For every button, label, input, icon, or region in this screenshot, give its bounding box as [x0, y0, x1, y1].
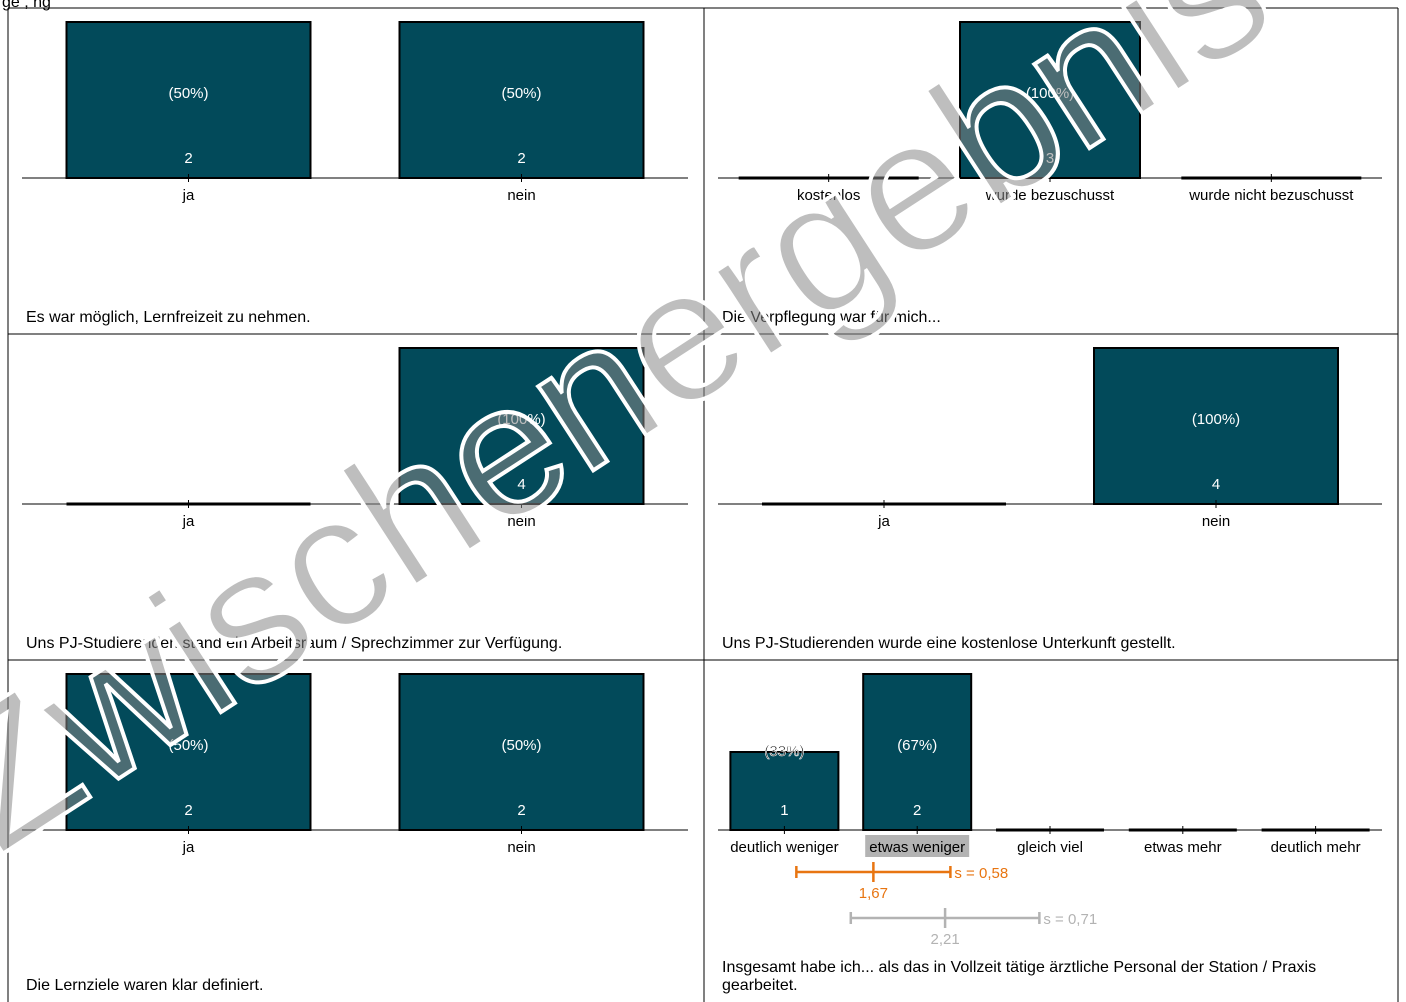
chart-caption: Uns PJ-Studierenden stand ein Arbeitsrau… — [26, 635, 562, 652]
chart-panel-6: (33%) 1 deutlich weniger (67%) 2 etwas wenige… — [718, 673, 1382, 994]
category-label: nein — [507, 513, 535, 530]
bar-count-label: 3 — [1046, 150, 1054, 167]
chart-caption: Insgesamt habe ich... als das in Vollzei… — [722, 959, 1316, 994]
bar-percent-label: (67%) — [897, 737, 937, 754]
category-label: deutlich weniger — [730, 839, 838, 856]
bar-count-label: 2 — [517, 802, 525, 819]
page-header-text: ge , ng — [2, 0, 51, 11]
mean-indicator-reference: 2,21 s = 0,71 — [849, 908, 1097, 948]
mean-indicator-current: 1,67 s = 0,58 — [795, 862, 1008, 902]
chart-caption: Die Verpflegung war für mich... — [722, 309, 941, 326]
category-label: wurde nicht bezuschusst — [1188, 187, 1354, 204]
category-label: etwas weniger — [869, 839, 965, 856]
sd-label: s = 0,71 — [1043, 911, 1097, 928]
bar-count-label: 4 — [517, 476, 525, 493]
bar-1 — [65, 673, 312, 831]
bar-percent-label: (100%) — [1026, 85, 1074, 102]
bar-percent-label: (50%) — [501, 737, 541, 754]
category-label: nein — [507, 187, 535, 204]
mean-value-label: 2,21 — [930, 931, 959, 948]
category-highlight — [865, 835, 970, 857]
chart-panel-2: kostenlos (100%) 3 wurde bezuschusst wurde n… — [718, 21, 1382, 326]
category-label: gleich viel — [1017, 839, 1083, 856]
bar-2 — [862, 673, 973, 831]
category-label: nein — [507, 839, 535, 856]
mean-value-label: 1,67 — [859, 885, 888, 902]
category-label: etwas mehr — [1144, 839, 1222, 856]
bar-percent-label: (50%) — [501, 85, 541, 102]
category-label: nein — [1202, 513, 1230, 530]
bar-2 — [398, 347, 645, 505]
category-label: deutlich mehr — [1271, 839, 1361, 856]
bar-count-label: 2 — [913, 802, 921, 819]
bar-2 — [398, 21, 645, 179]
chart-caption: Uns PJ-Studierenden wurde eine kostenlos… — [722, 635, 1176, 652]
bar-count-label: 4 — [1212, 476, 1220, 493]
category-label: ja — [877, 513, 890, 530]
category-label: ja — [182, 187, 195, 204]
bar-percent-label: (33%) — [764, 743, 804, 760]
bar-count-label: 1 — [780, 802, 788, 819]
category-label: ja — [182, 513, 195, 530]
bar-1 — [729, 751, 840, 831]
chart-caption: Die Lernziele waren klar definiert. — [26, 977, 263, 994]
bar-count-label: 2 — [184, 802, 192, 819]
bar-count-label: 2 — [184, 150, 192, 167]
bar-percent-label: (100%) — [1192, 411, 1240, 428]
sd-label: s = 0,58 — [954, 865, 1008, 882]
bar-percent-label: (50%) — [168, 737, 208, 754]
bar-percent-label: (100%) — [497, 411, 545, 428]
chart-panel-3: ja (100%) 4 nein Uns PJ-Studierenden stand e… — [22, 347, 688, 652]
chart-panel-5: (50%) 2 ja (50%) 2 nein Die Lernziele waren kl… — [22, 673, 688, 994]
bar-2 — [959, 21, 1141, 179]
bar-2 — [398, 673, 645, 831]
bar-count-label: 2 — [517, 150, 525, 167]
chart-caption: Es war möglich, Lernfreizeit zu nehmen. — [26, 309, 311, 326]
bar-1 — [65, 21, 312, 179]
chart-panel-4: ja (100%) 4 nein Uns PJ-Studierenden wurde e… — [718, 347, 1382, 652]
category-label: kostenlos — [797, 187, 860, 204]
category-label: ja — [182, 839, 195, 856]
chart-panel-1: (50%) 2 ja (50%) 2 nein Es war möglich, Lernfr… — [22, 21, 688, 326]
bar-percent-label: (50%) — [168, 85, 208, 102]
bar-2 — [1093, 347, 1339, 505]
category-label: wurde bezuschusst — [985, 187, 1115, 204]
